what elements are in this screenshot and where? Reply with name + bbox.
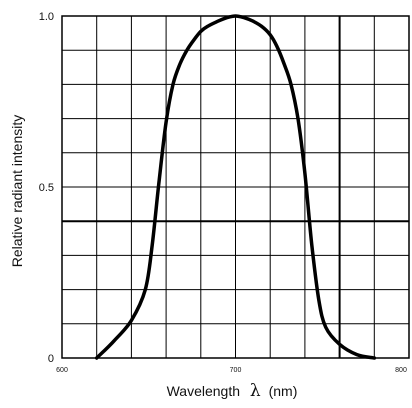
y-tick-label: 0 <box>48 353 54 365</box>
grid-lines <box>62 16 409 358</box>
x-axis-label: Wavelength λ (nm) <box>167 381 298 401</box>
y-axis-label: Relative radiant intensity <box>9 115 25 268</box>
reference-lines <box>62 16 409 358</box>
series-layer <box>94 14 377 360</box>
x-axis-label-text: Wavelength <box>167 383 240 399</box>
y-tick-labels: 0 0.5 1.0 <box>39 11 54 365</box>
x-axis-unit: (nm) <box>269 383 298 399</box>
x-tick-label: 600 <box>56 367 68 374</box>
x-tick-label: 800 <box>395 367 407 374</box>
y-tick-label: 1.0 <box>39 11 54 23</box>
series-line <box>94 14 377 360</box>
x-tick-labels: 600 700 800 <box>56 367 407 374</box>
x-tick-label: 700 <box>230 367 242 374</box>
x-axis-lambda: λ <box>250 381 261 401</box>
y-tick-label: 0.5 <box>39 182 54 194</box>
